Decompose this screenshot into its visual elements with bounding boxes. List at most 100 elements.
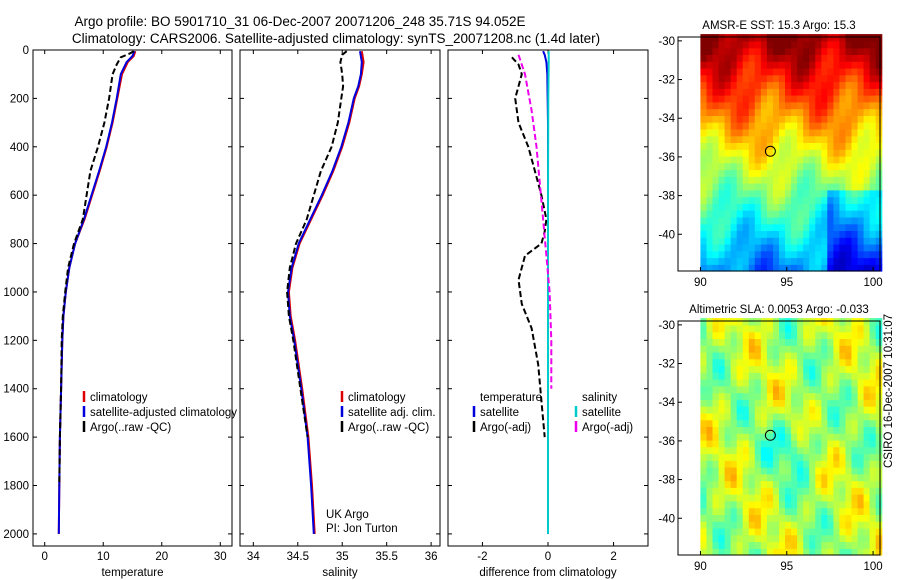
sst-map-heat-cell xyxy=(845,250,853,259)
sst-map-heat-cell xyxy=(827,128,834,137)
sst-map-heat-cell xyxy=(833,189,840,198)
sst-map-heat-cell xyxy=(809,250,816,259)
sla-map-heat-cell xyxy=(736,521,744,529)
sst-map-heat-cell xyxy=(851,128,859,137)
sst-map-heat-cell xyxy=(706,101,714,110)
sst-map-heat-cell xyxy=(748,162,756,171)
sst-map-heat-cell xyxy=(791,61,798,69)
sst-map-heat-cell xyxy=(712,216,720,225)
sst-map-heat-cell xyxy=(809,230,816,238)
sst-map-heat-cell xyxy=(730,74,738,83)
sst-map-heat-cell xyxy=(857,257,865,265)
sst-map-heat-cell xyxy=(791,128,798,137)
sst-map-heat-cell xyxy=(833,135,840,143)
sst-map-heat-cell xyxy=(875,108,883,116)
sst-map-heat-cell xyxy=(779,162,786,171)
sst-map-heat-cell xyxy=(875,142,883,150)
sla-map-heat-cell xyxy=(718,345,726,353)
sst-map-heat-cell xyxy=(809,34,816,42)
sla-map-heat-cell xyxy=(785,426,792,434)
sst-map-heat-cell xyxy=(712,61,720,69)
sla-map-heat-cell xyxy=(839,487,846,495)
sla-map-heat-cell xyxy=(809,439,816,448)
sst-map-heat-cell xyxy=(700,135,707,143)
sla-map-heat-cell xyxy=(785,399,792,407)
sla-map-heat-cell xyxy=(833,480,840,488)
sla-map-heat-cell xyxy=(766,419,774,427)
sla-map-heat-cell xyxy=(712,406,720,414)
sst-map-heat-cell xyxy=(766,237,774,245)
sla-map-heat-cell xyxy=(760,365,768,373)
sst-map-heat-cell xyxy=(839,237,846,245)
sst-map-heat-cell xyxy=(791,210,798,218)
sst-map-heat-cell xyxy=(766,210,774,218)
sst-map-heat-cell xyxy=(760,34,768,42)
sla-map-heat-cell xyxy=(779,358,786,367)
sla-map-heat-cell xyxy=(821,453,828,461)
sst-map-heat-cell xyxy=(833,128,840,137)
sst-map-heat-cell xyxy=(773,34,780,42)
sst-map-heat-cell xyxy=(773,108,780,116)
sla-map-heat-cell xyxy=(779,534,786,543)
sla-map-heat-cell xyxy=(748,521,756,529)
sla-map-heat-cell xyxy=(815,331,822,339)
sst-map-heat-cell xyxy=(730,81,738,89)
sla-map-heat-cell xyxy=(700,521,707,529)
sst-map-heat-cell xyxy=(791,223,798,231)
sla-map-heat-cell xyxy=(803,379,810,387)
sst-map-heat-cell xyxy=(736,47,744,55)
sla-map-heat-cell xyxy=(845,500,853,509)
sla-map-heat-cell xyxy=(785,385,792,394)
sla-map-heat-cell xyxy=(869,439,877,448)
sst-map-heat-cell xyxy=(736,101,744,110)
sst-map-heat-cell xyxy=(809,40,816,49)
sla-map-heat-cell xyxy=(875,392,883,400)
sla-map-heat-cell xyxy=(839,392,846,400)
sla-map-heat-cell xyxy=(766,480,774,488)
sla-map-heat-cell xyxy=(815,406,822,414)
sla-map-heat-cell xyxy=(851,480,859,488)
sst-map-heat-cell xyxy=(700,149,707,157)
sla-map-heat-cell xyxy=(809,379,816,387)
sla-map-heat-cell xyxy=(760,494,768,502)
sst-map-heat-cell xyxy=(833,115,840,123)
sst-map-heat-cell xyxy=(730,203,738,211)
sla-map-heat-cell xyxy=(851,453,859,461)
sla-map-heat-cell xyxy=(833,345,840,353)
sla-map-heat-cell xyxy=(748,453,756,461)
sst-map-heat-cell xyxy=(785,95,792,103)
difference-series-line xyxy=(547,51,550,534)
sla-map-heat-cell xyxy=(815,521,822,529)
sst-map-heat-cell xyxy=(712,162,720,171)
sla-map-heat-cell xyxy=(863,345,871,353)
sst-map-heat-cell xyxy=(754,149,762,157)
sst-map-heat-cell xyxy=(748,74,756,83)
sst-map-heat-cell xyxy=(809,128,816,137)
sla-map-heat-cell xyxy=(863,406,871,414)
sla-map-heat-cell xyxy=(760,467,768,475)
sla-map-heat-cell xyxy=(712,419,720,427)
sst-map-heat-cell xyxy=(724,74,732,83)
sst-map-heat-cell xyxy=(718,34,726,42)
sla-map-heat-cell xyxy=(791,460,798,468)
sst-map-heat-cell xyxy=(779,223,786,231)
sst-map-heat-cell xyxy=(748,115,756,123)
sla-map-heat-cell xyxy=(754,351,762,360)
sst-map-heat-cell xyxy=(766,135,774,143)
sla-map-heat-cell xyxy=(730,433,738,441)
salinity-xtick-label: 34 xyxy=(247,551,260,563)
sla-map-heat-cell xyxy=(851,534,859,543)
sst-map-heat-cell xyxy=(875,243,883,252)
sla-map-heat-cell xyxy=(736,514,744,522)
sst-map-heat-cell xyxy=(845,95,853,103)
sst-map-heat-cell xyxy=(742,47,750,55)
sla-map-heat-cell xyxy=(851,324,859,333)
sst-map-heat-cell xyxy=(785,169,792,177)
sst-map-heat-cell xyxy=(797,162,804,171)
sla-map-heat-cell xyxy=(809,507,816,515)
sla-map-heat-cell xyxy=(718,399,726,407)
sla-map-heat-cell xyxy=(827,507,834,515)
sla-map-heat-cell xyxy=(863,514,871,522)
sst-map-heat-cell xyxy=(797,95,804,103)
